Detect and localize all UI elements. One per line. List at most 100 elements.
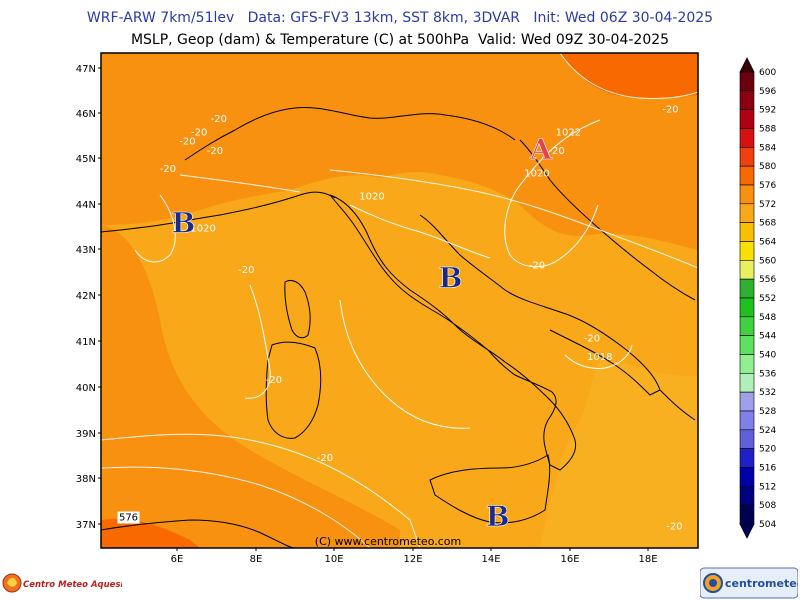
colorbar-swatch: [739, 165, 755, 186]
temperature-label: -20: [211, 114, 227, 125]
colorbar-swatch: [739, 467, 755, 487]
colorbar-label: 600: [759, 68, 776, 78]
isobar-label: 1020: [524, 169, 549, 180]
lon-tick-label: 10E: [324, 554, 343, 565]
colorbar-swatch: [739, 410, 755, 431]
header-field-info: MSLP, Geop (dam) & Temperature (C) at 50…: [130, 32, 670, 48]
colorbar-swatch: [739, 259, 755, 280]
geopotential-label-bg: [117, 511, 140, 524]
temperature-label: -20: [529, 260, 545, 271]
svg-text:Centro Meteo Aquesio: Centro Meteo Aquesio: [23, 580, 122, 590]
colorbar-swatch: [739, 128, 755, 148]
colorbar-swatch: [739, 90, 755, 110]
lat-tick-label: 41N: [76, 337, 96, 348]
temperature-label: -20: [548, 146, 564, 157]
lat-tick-label: 42N: [76, 291, 96, 302]
lat-tick-label: 40N: [76, 383, 96, 394]
colorbar-swatch: [739, 316, 755, 336]
temperature-label: -20: [266, 375, 282, 386]
lat-tick-label: 47N: [76, 64, 96, 75]
colorbar-label: 568: [759, 219, 776, 229]
lat-tick-label: 39N: [76, 429, 96, 440]
pressure-center-layer: A B B B: [171, 133, 553, 533]
isobars: [134, 119, 633, 429]
lon-tick-label: 16E: [560, 554, 579, 565]
colorbar-swatch: [739, 297, 755, 318]
colorbar-swatch: [739, 278, 755, 299]
lat-tick-label: 43N: [76, 245, 96, 256]
geopotential-label: 576: [119, 513, 138, 524]
low-pressure-center: B: [486, 500, 510, 533]
colorbar-label: 528: [759, 407, 776, 417]
colorbar-label: 572: [759, 200, 776, 210]
colorbar-label: 588: [759, 125, 776, 135]
longitude-axis: 6E 8E 10E 12E 14E 16E 18E: [171, 554, 658, 565]
colorbar-swatch: [739, 448, 755, 468]
colorbar-swatch: [739, 372, 755, 393]
colorbar-swatch: [739, 354, 755, 374]
colorbar-label: 548: [759, 313, 776, 323]
colorbar-label: 504: [759, 520, 776, 530]
lon-tick-label: 12E: [403, 554, 422, 565]
lat-tick-label: 38N: [76, 474, 96, 485]
temperature-label: -20: [207, 146, 223, 157]
colorbar-label: 560: [759, 256, 776, 266]
colorbar-swatch: [739, 203, 755, 223]
colorbar-bottom-arrow: [739, 523, 755, 539]
colorbar-label: 516: [759, 464, 776, 474]
isobar-label: 1020: [359, 192, 384, 203]
header-model-info: WRF-ARW 7km/51lev Data: GFS-FV3 13km, SS…: [86, 10, 714, 26]
lon-tick-label: 8E: [250, 554, 263, 565]
lat-tick-label: 46N: [76, 109, 96, 120]
colorbar-label: 520: [759, 445, 776, 455]
colorbar-swatch: [739, 184, 755, 205]
temperature-label-layer: -20-20-20-20-20-20-20-20 -20-20-20-20-20: [160, 105, 683, 533]
latitude-axis: 47N 46N 45N 44N 43N 42N 41N 40N 39N 38N …: [76, 64, 96, 531]
colorbar-swatch: [739, 335, 755, 355]
colorbar-label: 508: [759, 501, 776, 511]
colorbar-swatch: [739, 485, 755, 506]
colorbar-label: 576: [759, 181, 776, 191]
colorbar-label: 596: [759, 87, 776, 97]
colorbar-label: 564: [759, 238, 776, 248]
geopotential-label-layer: 576: [117, 511, 140, 524]
centrometeo-logo: centrometeo: [700, 567, 798, 599]
lat-tick-label: 45N: [76, 154, 96, 165]
colorbar-swatch: [739, 147, 755, 167]
colorbar-label: 512: [759, 482, 776, 492]
centro-meteo-aquesio-logo: Centro Meteo Aquesio: [2, 573, 122, 593]
temperature-label: -20: [191, 128, 207, 139]
colorbar-label: 532: [759, 388, 776, 398]
colorbar-label: 544: [759, 332, 776, 342]
colorbar-label: 540: [759, 351, 776, 361]
colorbar-swatch: [739, 391, 755, 412]
colorbar-legend: 600 596 592 588 584 580 576 572 568 564 560 556 552 5…: [739, 57, 776, 539]
temperature-label: -20: [317, 453, 333, 464]
colorbar-swatch: [739, 241, 755, 261]
temperature-label: -20: [662, 105, 678, 116]
colorbar-swatch: [739, 429, 755, 449]
colorbar-label: 580: [759, 162, 776, 172]
low-pressure-center: B: [172, 207, 196, 240]
longitude-ticks: [176, 548, 649, 551]
svg-text:centrometeo: centrometeo: [725, 577, 798, 590]
colorbar-label: 552: [759, 294, 776, 304]
lon-tick-label: 18E: [638, 554, 657, 565]
lon-tick-label: 14E: [481, 554, 500, 565]
isobar-label-layer: 1022 1020 1020 1020 1018: [190, 128, 612, 364]
latitude-ticks: [98, 67, 101, 525]
isobar-label: 1022: [556, 128, 581, 139]
colorbar-label: 536: [759, 369, 776, 379]
colorbar-swatch: [739, 109, 755, 129]
map-background: [101, 53, 698, 548]
temperature-label: -20: [584, 334, 600, 345]
map-copyright: (C) www.centrometeo.com: [315, 535, 461, 548]
isobar-label: 1018: [587, 352, 612, 363]
isobar-label: 1020: [190, 224, 215, 235]
colorbar-swatch: [739, 71, 755, 92]
colorbar-label: 524: [759, 426, 776, 436]
coastlines: [101, 106, 696, 548]
lat-tick-label: 37N: [76, 520, 96, 531]
lon-tick-label: 6E: [171, 554, 184, 565]
